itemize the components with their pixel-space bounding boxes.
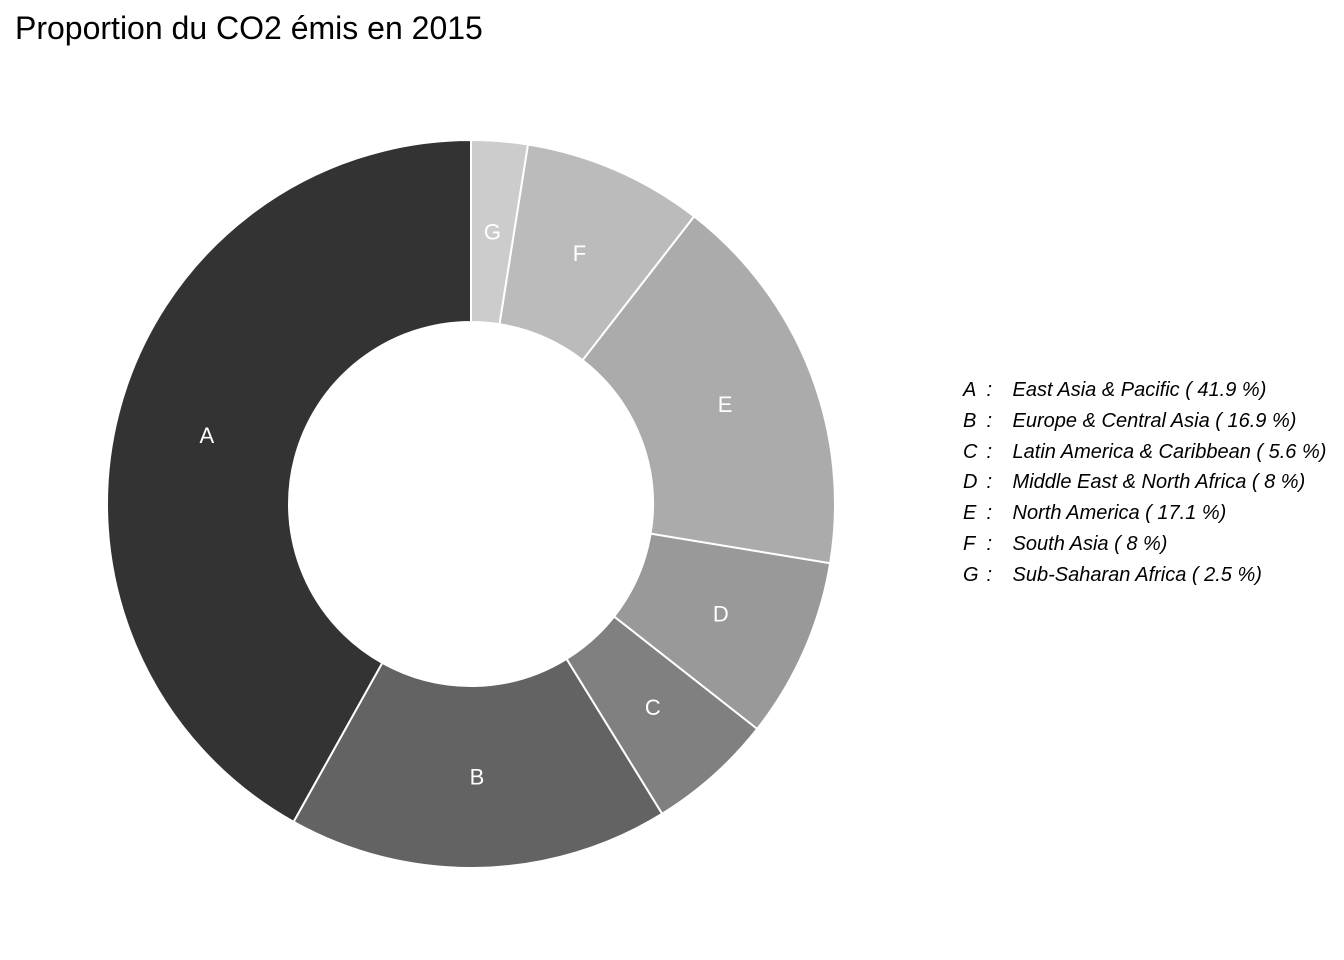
legend-key: G — [963, 563, 979, 586]
legend-text: Middle East & North Africa ( 8 %) — [1007, 471, 1306, 494]
slice-label-b: B — [470, 764, 485, 789]
slice-label-a: A — [199, 423, 214, 448]
donut-chart: A B C D E F G — [106, 138, 836, 870]
legend-separator: : — [981, 563, 993, 586]
chart-title: Proportion du CO2 émis en 2015 — [15, 10, 483, 46]
slice-a — [106, 138, 472, 824]
legend-item-b: B : Europe & Central Asia ( 16.9 %) — [963, 406, 1326, 437]
legend-item-g: G : Sub-Saharan Africa ( 2.5 %) — [963, 560, 1326, 591]
slice-g — [470, 138, 530, 326]
slice-e — [581, 214, 836, 565]
slice-label-e: E — [718, 392, 733, 417]
legend-text: South Asia ( 8 %) — [1007, 532, 1168, 555]
legend-key: C — [963, 440, 978, 463]
legend-item-a: A : East Asia & Pacific ( 41.9 %) — [963, 375, 1326, 406]
slice-label-d: D — [713, 601, 729, 626]
legend-key: E — [963, 502, 977, 525]
legend-text: Europe & Central Asia ( 16.9 %) — [1007, 409, 1297, 432]
legend-item-f: F : South Asia ( 8 %) — [963, 529, 1326, 560]
legend: A : East Asia & Pacific ( 41.9 %) B : Eur… — [963, 375, 1326, 591]
legend-text: North America ( 17.1 %) — [1007, 502, 1227, 525]
legend-separator: : — [981, 379, 993, 401]
legend-item-e: E : North America ( 17.1 %) — [963, 498, 1326, 529]
legend-key: A — [963, 379, 977, 401]
slice-b — [292, 657, 664, 870]
slice-label-g: G — [484, 219, 501, 244]
legend-key: B — [963, 409, 977, 432]
legend-separator: : — [981, 409, 993, 432]
legend-separator: : — [981, 502, 993, 525]
legend-text: East Asia & Pacific ( 41.9 %) — [1007, 379, 1267, 401]
legend-text: Latin America & Caribbean ( 5.6 %) — [1007, 440, 1327, 463]
slice-label-f: F — [573, 241, 586, 266]
legend-key: D — [963, 471, 978, 494]
legend-separator: : — [981, 532, 993, 555]
legend-text: Sub-Saharan Africa ( 2.5 %) — [1007, 563, 1262, 586]
legend-item-d: D : Middle East & North Africa ( 8 %) — [963, 467, 1326, 498]
slice-label-c: C — [645, 695, 661, 720]
legend-item-c: C : Latin America & Caribbean ( 5.6 %) — [963, 437, 1326, 468]
legend-key: F — [963, 532, 976, 555]
legend-separator: : — [981, 471, 993, 494]
legend-separator: : — [981, 440, 993, 463]
